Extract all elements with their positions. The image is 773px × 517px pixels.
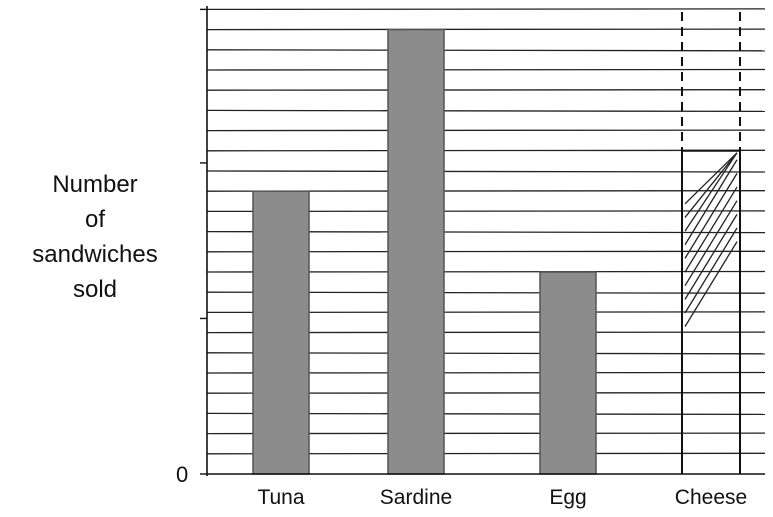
hatch-stroke xyxy=(684,173,738,259)
bar xyxy=(539,271,597,475)
grid-line xyxy=(206,170,766,173)
hatch-stroke xyxy=(684,186,738,273)
grid-line xyxy=(206,68,766,71)
hatch-stroke xyxy=(684,152,738,205)
x-tick-label: Tuna xyxy=(257,486,305,509)
hatch-stroke xyxy=(684,214,738,300)
bar xyxy=(252,190,310,475)
hatch-stroke xyxy=(684,152,738,218)
x-tick-label: Cheese xyxy=(674,486,748,509)
x-tick-label: Sardine xyxy=(379,486,453,509)
grid-line xyxy=(206,49,766,52)
hatch-stroke xyxy=(684,227,738,314)
hatch-stroke xyxy=(684,152,738,232)
chart-axes xyxy=(200,6,765,476)
y-axis-label-line: sandwiches xyxy=(32,241,158,268)
hatch-stroke xyxy=(684,159,738,246)
grid-line xyxy=(206,28,766,31)
hatch-stroke xyxy=(684,241,738,327)
grid-line xyxy=(206,129,766,132)
x-tick-label: Egg xyxy=(549,486,587,509)
bar xyxy=(387,28,445,475)
grid-line xyxy=(206,149,766,152)
bar-hatched xyxy=(684,152,738,327)
chart-bars xyxy=(252,12,741,475)
grid-line xyxy=(206,8,766,11)
y-axis-label-line: of xyxy=(84,206,105,233)
hatch-stroke xyxy=(684,200,738,287)
grid-line xyxy=(206,109,766,113)
y-axis-label-line: Number xyxy=(52,171,138,198)
grid-line xyxy=(206,89,766,91)
y-tick-label: 0 xyxy=(176,462,189,487)
y-axis-label-line: sold xyxy=(72,276,118,303)
